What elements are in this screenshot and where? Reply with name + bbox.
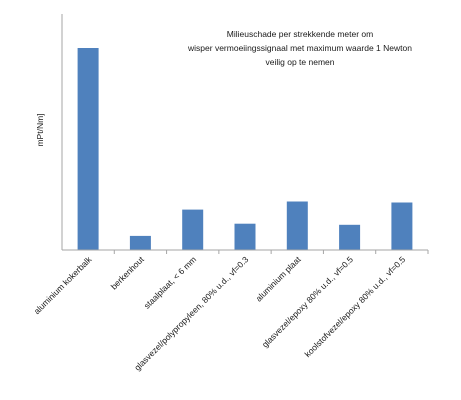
x-tick-labels: aluminium kokerbalk berkenhoutstaalplaat,… <box>32 254 408 373</box>
chart-title-line-3: veilig op te nemen <box>266 57 335 67</box>
y-axis-label: mPt/Nm] <box>35 113 45 146</box>
x-tick-label: staalplaat, < 6 mm <box>142 254 198 310</box>
chart-title-line-1: Milieuschade per strekkende meter om <box>227 29 373 39</box>
bar-0 <box>77 48 99 250</box>
bar-4 <box>286 201 308 250</box>
chart-title: Milieuschade per strekkende meter om wis… <box>187 29 412 67</box>
x-tick-label: glasvezel/polypropyleen, 80% u.d., vf=0.… <box>132 254 250 372</box>
x-tick-label: koolstofvezel/epoxy 80% u.d., vf=0.5 <box>302 254 407 359</box>
x-tick-label: aluminium kokerbalk <box>32 254 94 316</box>
x-tick-label: glasvezel/epoxy 80% u.d., vf=0.5 <box>260 254 355 349</box>
bar-6 <box>391 202 413 250</box>
axes-group <box>61 14 429 254</box>
bar-1 <box>129 235 151 250</box>
x-tick-label: berkenhout <box>109 254 147 292</box>
bar-5 <box>339 224 361 251</box>
bar-3 <box>234 223 256 250</box>
x-tick-label: aluminium plaat <box>254 254 304 304</box>
bar-2 <box>182 209 204 250</box>
chart-title-line-2: wisper vermoeiingssignaal met maximum wa… <box>187 43 412 53</box>
bars-group <box>77 48 413 251</box>
